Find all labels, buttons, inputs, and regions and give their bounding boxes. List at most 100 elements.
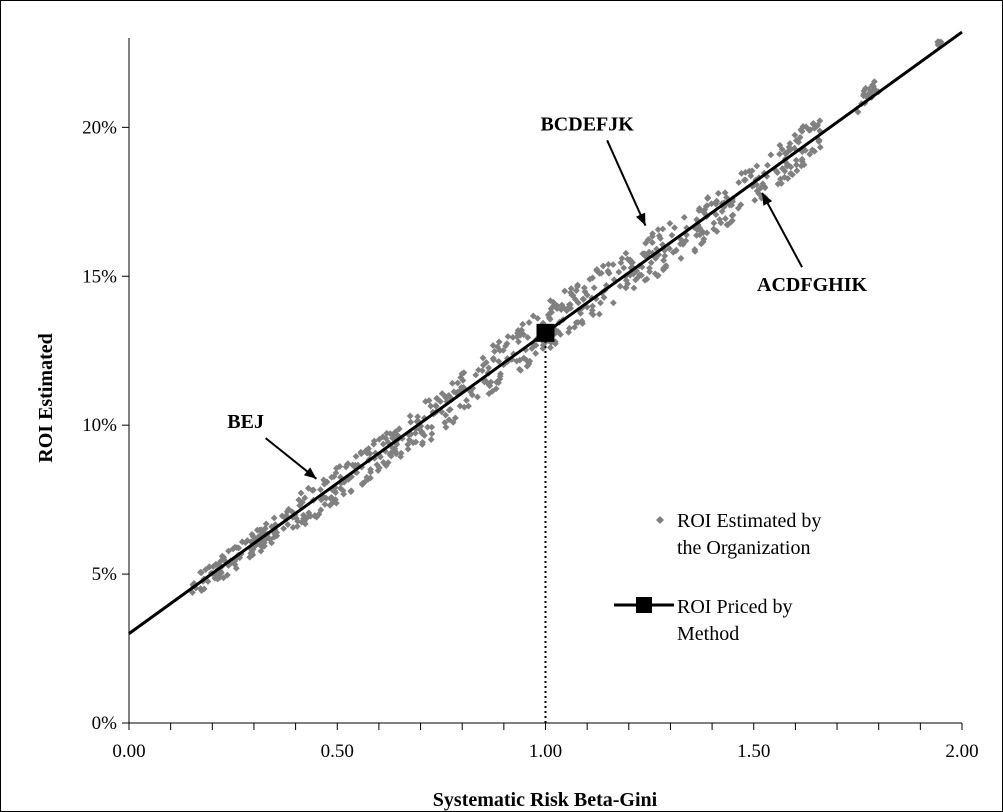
scatter-point-194 <box>294 517 302 525</box>
scatter-point-505 <box>648 239 656 246</box>
scatter-point-110 <box>205 563 213 571</box>
scatter-point-426 <box>482 359 490 366</box>
scatter-point-385 <box>515 338 522 346</box>
scatter-point-535 <box>597 299 604 307</box>
scatter-point-713 <box>710 219 718 227</box>
scatter-point-89 <box>248 530 256 538</box>
scatter-point-386 <box>525 319 533 326</box>
scatter-point-521 <box>597 269 605 277</box>
scatter-point-566 <box>703 229 711 237</box>
scatter-point-455 <box>651 270 659 278</box>
scatter-point-244 <box>292 515 300 522</box>
scatter-point-250 <box>366 474 374 482</box>
scatter-point-253 <box>333 464 340 472</box>
scatter-point-360 <box>490 356 497 364</box>
scatter-point-630 <box>728 217 736 225</box>
scatter-point-637 <box>721 215 729 222</box>
scatter-point-53 <box>235 544 243 552</box>
scatter-point-182 <box>326 494 334 502</box>
scatter-point-32 <box>217 569 225 577</box>
scatter-point-399 <box>433 395 441 402</box>
scatter-point-187 <box>298 499 306 506</box>
scatter-point-370 <box>422 398 429 405</box>
scatter-point-522 <box>618 254 626 262</box>
x-tick-label-0: 0.00 <box>112 741 145 762</box>
scatter-point-611 <box>781 167 789 175</box>
scatter-point-516 <box>665 245 673 253</box>
scatter-point-549 <box>680 213 688 221</box>
legend-label-estimated-line-0: ROI Estimated by <box>677 510 821 532</box>
scatter-point-128 <box>380 459 387 466</box>
scatter-point-685 <box>787 163 795 171</box>
scatter-point-198 <box>404 445 412 453</box>
scatter-point-595 <box>654 272 662 279</box>
scatter-point-373 <box>418 428 426 436</box>
scatter-point-580 <box>696 206 704 214</box>
scatter-point-479 <box>668 231 676 239</box>
scatter-point-724 <box>816 117 824 125</box>
scatter-point-712 <box>760 183 768 190</box>
scatter-point-597 <box>691 247 699 255</box>
scatter-point-499 <box>646 268 654 276</box>
annotation-arrowhead-2 <box>762 192 773 206</box>
scatter-point-674 <box>811 147 818 155</box>
scatter-point-433 <box>580 284 588 292</box>
scatter-point-323 <box>432 402 440 410</box>
scatter-point-204 <box>329 498 337 506</box>
scatter-point-647 <box>767 151 775 159</box>
legend-diamond-symbol <box>656 516 664 524</box>
scatter-point-342 <box>449 419 457 426</box>
scatter-point-313 <box>549 298 557 306</box>
scatter-point-81 <box>200 585 208 593</box>
scatter-point-679 <box>783 160 791 168</box>
scatter-point-231 <box>317 496 325 504</box>
scatter-point-593 <box>574 281 582 289</box>
y-tick-label-1: 5% <box>92 564 118 585</box>
scatter-point-519 <box>660 257 668 264</box>
scatter-point-336 <box>532 341 540 349</box>
scatter-point-627 <box>779 165 786 172</box>
scatter-point-95 <box>216 574 224 581</box>
scatter-point-472 <box>647 259 655 267</box>
scatter-point-267 <box>509 333 517 341</box>
annotation-label-1: BCDEFJK <box>540 113 634 135</box>
scatter-point-200 <box>392 450 400 458</box>
scatter-point-686 <box>793 167 801 175</box>
scatter-point-564 <box>661 252 669 260</box>
scatter-point-629 <box>712 211 720 218</box>
scatter-point-16 <box>204 578 212 585</box>
scatter-point-380 <box>491 348 498 355</box>
scatter-point-397 <box>427 402 435 410</box>
scatter-point-249 <box>397 453 405 461</box>
scatter-point-396 <box>516 356 524 364</box>
scatter-point-346 <box>544 311 552 319</box>
scatter-point-453 <box>677 254 685 262</box>
scatter-point-748 <box>867 88 875 96</box>
scatter-point-160 <box>414 413 422 421</box>
scatter-point-666 <box>751 196 759 204</box>
scatter-point-592 <box>640 250 648 258</box>
scatter-point-536 <box>615 268 623 276</box>
scatter-point-710 <box>811 124 818 132</box>
axes: 0% 5% 10% 15% 20% 0.00 0.50 1.00 1.50 2.00 <box>82 38 979 762</box>
annotation-arrowhead-0 <box>303 467 317 479</box>
scatter-point-452 <box>671 224 678 232</box>
scatter-point-358 <box>420 432 428 439</box>
scatter-point-616 <box>792 161 800 169</box>
scatter-point-398 <box>442 411 450 419</box>
scatter-point-707 <box>778 145 786 153</box>
scatter-point-551 <box>622 284 629 291</box>
scatter-point-704 <box>806 150 814 158</box>
scatter-point-735 <box>854 108 862 116</box>
scatter-point-364 <box>463 396 470 404</box>
scatter-point-591 <box>583 291 591 299</box>
scatter-point-115 <box>220 555 227 563</box>
scatter-point-303 <box>520 331 527 338</box>
scatter-point-266 <box>534 314 542 322</box>
scatter-point-254 <box>365 445 372 452</box>
scatter-point-427 <box>517 367 524 374</box>
scatter-point-252 <box>300 517 308 525</box>
annotation-label-0: BEJ <box>227 411 264 433</box>
y-tick-label-2: 10% <box>82 415 117 436</box>
